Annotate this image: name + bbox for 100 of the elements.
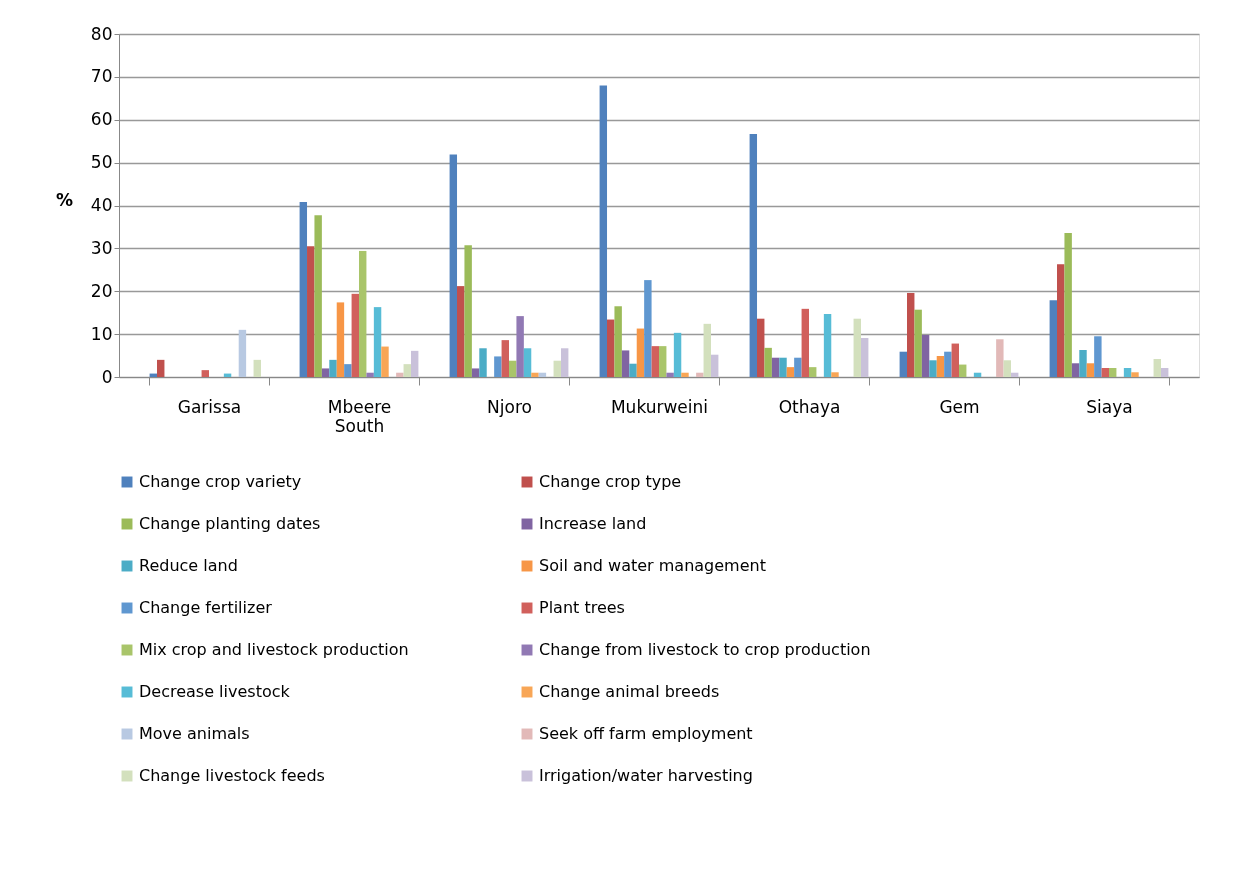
bar bbox=[1049, 300, 1058, 377]
bar bbox=[636, 328, 645, 377]
bar bbox=[914, 309, 922, 377]
bar bbox=[899, 351, 908, 377]
bar bbox=[449, 154, 458, 377]
legend-label: Move animals bbox=[139, 724, 250, 743]
bar bbox=[666, 372, 674, 377]
bar bbox=[329, 359, 337, 377]
bar bbox=[403, 364, 411, 377]
x-tick-label: Garissa bbox=[177, 396, 242, 417]
bar bbox=[764, 347, 772, 377]
bar bbox=[681, 372, 689, 377]
bar bbox=[823, 313, 832, 377]
bar bbox=[749, 133, 758, 377]
bar bbox=[944, 351, 952, 377]
bar bbox=[501, 340, 509, 377]
bar bbox=[1131, 372, 1139, 377]
bar bbox=[1101, 368, 1109, 377]
bar bbox=[629, 363, 637, 377]
bar bbox=[959, 364, 967, 377]
bar bbox=[831, 372, 839, 377]
y-tick-label: 80 bbox=[90, 23, 113, 44]
y-tick-label: 10 bbox=[90, 323, 113, 344]
legend-label: Seek off farm employment bbox=[539, 724, 753, 743]
x-tick-label: Njoro bbox=[487, 396, 532, 417]
y-tick-label: 70 bbox=[90, 66, 113, 87]
bar bbox=[696, 372, 704, 377]
legend-label: Decrease livestock bbox=[139, 682, 291, 701]
legend-label: Plant trees bbox=[539, 598, 625, 617]
legend-label: Increase land bbox=[539, 514, 647, 533]
bar bbox=[853, 318, 861, 377]
bar bbox=[1160, 368, 1169, 377]
bar bbox=[996, 339, 1004, 377]
bar bbox=[373, 307, 382, 377]
bar bbox=[314, 215, 322, 377]
bar bbox=[1079, 349, 1087, 377]
y-tick-label: 40 bbox=[90, 195, 113, 215]
bar bbox=[201, 370, 209, 377]
bar bbox=[464, 245, 472, 377]
bar bbox=[757, 318, 765, 377]
bar bbox=[351, 293, 359, 377]
bar bbox=[936, 355, 945, 377]
bar bbox=[710, 354, 719, 377]
legend-label: Change livestock feeds bbox=[139, 766, 325, 785]
y-tick-label: 20 bbox=[90, 280, 113, 301]
bar bbox=[359, 250, 367, 377]
bar bbox=[1086, 363, 1095, 377]
legend-label: Soil and water management bbox=[539, 556, 766, 575]
bar bbox=[659, 346, 667, 377]
bar bbox=[344, 364, 352, 377]
y-tick-label: 60 bbox=[90, 109, 113, 130]
y-tick-label: 50 bbox=[90, 152, 113, 173]
bar bbox=[553, 360, 561, 377]
bar bbox=[786, 367, 795, 377]
bar bbox=[651, 346, 659, 377]
bar bbox=[336, 302, 345, 377]
bar bbox=[1003, 360, 1011, 377]
bar bbox=[457, 286, 465, 377]
x-tick-label: Gem bbox=[939, 396, 980, 417]
bar bbox=[366, 372, 374, 377]
bar bbox=[607, 319, 615, 377]
bar bbox=[307, 246, 315, 377]
y-tick-label: 0 bbox=[101, 366, 113, 387]
bar bbox=[779, 357, 787, 377]
bar bbox=[929, 360, 937, 377]
legend-label: Change planting dates bbox=[139, 514, 321, 533]
bar bbox=[673, 332, 682, 377]
bar bbox=[921, 334, 930, 377]
legend-label: Mix crop and livestock production bbox=[139, 640, 409, 659]
bar bbox=[523, 348, 532, 377]
bar bbox=[703, 323, 711, 377]
x-tick-label: Mbeere South bbox=[327, 396, 392, 436]
x-tick-label: Othaya bbox=[778, 396, 841, 417]
bar bbox=[771, 357, 780, 377]
bar bbox=[860, 337, 869, 377]
bar bbox=[907, 292, 915, 377]
bar bbox=[396, 372, 404, 377]
legend-label: Reduce land bbox=[139, 556, 238, 575]
bar bbox=[801, 308, 809, 377]
bar bbox=[1123, 368, 1132, 377]
bar bbox=[238, 329, 247, 377]
bar bbox=[253, 359, 261, 377]
y-axis-title: % bbox=[55, 189, 74, 210]
bar bbox=[1153, 358, 1161, 377]
bar bbox=[1071, 363, 1080, 377]
bar bbox=[1057, 264, 1065, 377]
bar bbox=[1064, 232, 1072, 377]
bar bbox=[1094, 336, 1102, 377]
bar bbox=[599, 85, 608, 377]
bar bbox=[531, 372, 539, 377]
y-tick-label: 30 bbox=[90, 237, 113, 258]
bar bbox=[321, 368, 330, 377]
bar bbox=[794, 357, 802, 377]
x-tick-label: Siaya bbox=[1086, 396, 1133, 417]
x-tick-label: Mukurweini bbox=[610, 396, 709, 417]
bar bbox=[157, 359, 165, 377]
bar bbox=[494, 356, 502, 377]
legend-label: Change crop type bbox=[539, 472, 682, 491]
legend-label: Irrigation/water harvesting bbox=[539, 766, 753, 785]
bar bbox=[809, 367, 817, 377]
